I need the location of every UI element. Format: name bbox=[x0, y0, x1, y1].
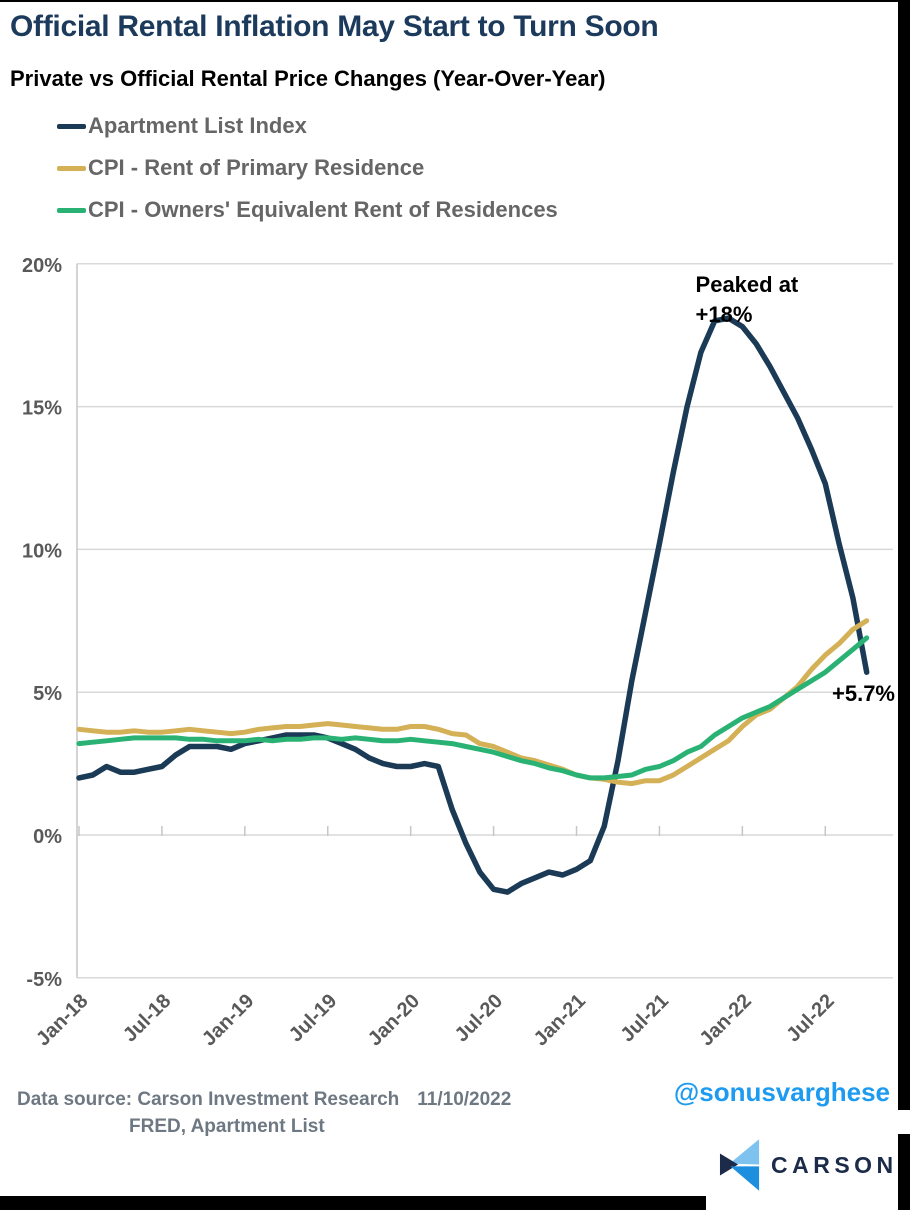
y-axis-label: 10% bbox=[22, 540, 62, 562]
x-axis-label: Jan-18 bbox=[32, 990, 92, 1050]
legend-label: Apartment List Index bbox=[88, 113, 307, 138]
series-line-apartment-list bbox=[76, 315, 870, 895]
carson-logo: CARSON bbox=[719, 1138, 898, 1192]
peak-annotation: Peaked at bbox=[696, 272, 799, 297]
carson-logo-icon bbox=[719, 1139, 760, 1191]
x-axis-label: Jul-19 bbox=[285, 990, 341, 1046]
y-axis-label: 5% bbox=[33, 683, 62, 705]
logo-light-triangle bbox=[729, 1139, 760, 1165]
x-axis-label: Jan-20 bbox=[364, 990, 424, 1050]
series-line-cpi-oer bbox=[76, 635, 870, 781]
data-source-line1: Data source: Carson Investment Research 1… bbox=[17, 1086, 511, 1113]
right-border-lower bbox=[898, 1134, 910, 1210]
y-axis-label: 0% bbox=[33, 826, 62, 848]
y-axis-label: 15% bbox=[22, 398, 62, 420]
legend-swatch-cpi-rent bbox=[57, 165, 86, 171]
bottom-border bbox=[0, 1196, 706, 1210]
x-axis-label: Jul-18 bbox=[119, 990, 175, 1046]
legend: Apartment List Index CPI - Rent of Prima… bbox=[57, 112, 558, 238]
peak-annotation: +18% bbox=[696, 302, 753, 327]
legend-swatch-cpi-oer bbox=[57, 207, 86, 213]
x-axis-label: Jan-22 bbox=[696, 990, 756, 1050]
legend-item-apartment-list: Apartment List Index bbox=[57, 112, 558, 140]
legend-label: CPI - Owners' Equivalent Rent of Residen… bbox=[88, 197, 558, 222]
twitter-handle: @sonusvarghese bbox=[673, 1077, 890, 1107]
line-chart: 20% 15% 10% 5% 0% -5%Jan-18 Jul-18 Jan-19 Jul-19… bbox=[22, 255, 895, 1051]
data-source-line2: FRED, Apartment List bbox=[129, 1116, 325, 1137]
x-axis-label: Jan-19 bbox=[198, 990, 258, 1050]
top-border bbox=[0, 0, 910, 2]
legend-label: CPI - Rent of Primary Residence bbox=[88, 155, 425, 180]
chart-date: 11/10/2022 bbox=[417, 1089, 512, 1110]
carson-wordmark: CARSON bbox=[771, 1151, 898, 1178]
y-axis-label: -5% bbox=[26, 969, 62, 991]
page-title: Official Rental Inflation May Start to T… bbox=[10, 10, 659, 43]
y-axis-label: 20% bbox=[22, 255, 62, 277]
logo-mid-triangle bbox=[730, 1166, 760, 1191]
x-axis-label: Jul-20 bbox=[451, 990, 507, 1046]
logo-dark-triangle bbox=[719, 1153, 739, 1176]
page-subtitle: Private vs Official Rental Price Changes… bbox=[10, 66, 606, 91]
latest-annotation: +5.7% bbox=[832, 681, 895, 706]
x-axis-label: Jan-21 bbox=[530, 990, 590, 1050]
data-source-note: Data source: Carson Investment Research 1… bbox=[17, 1086, 511, 1140]
x-axis-label: Jul-21 bbox=[617, 990, 673, 1046]
legend-item-cpi-rent: CPI - Rent of Primary Residence bbox=[57, 154, 558, 182]
legend-item-cpi-oer: CPI - Owners' Equivalent Rent of Residen… bbox=[57, 196, 558, 224]
right-border-upper bbox=[898, 0, 910, 1110]
series-line-cpi-rent bbox=[76, 618, 870, 787]
x-axis-label: Jul-22 bbox=[782, 990, 838, 1046]
legend-swatch-apartment-list bbox=[57, 123, 86, 129]
data-source-text: Data source: Carson Investment Research bbox=[17, 1089, 400, 1110]
